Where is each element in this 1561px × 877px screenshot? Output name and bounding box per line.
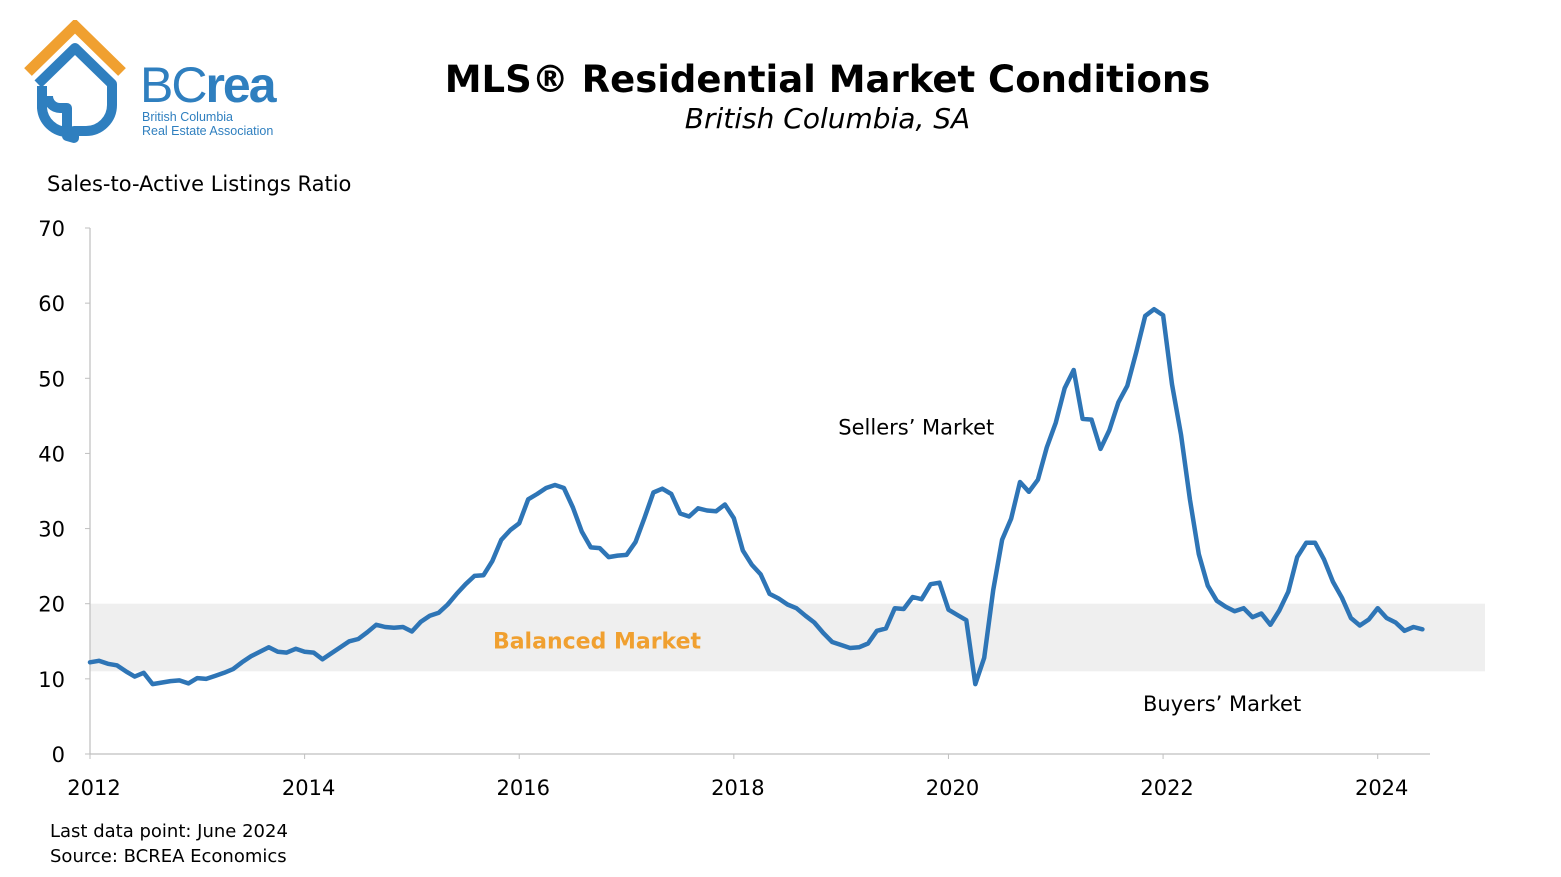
chart-title: MLS® Residential Market Conditions xyxy=(444,58,1211,101)
bcrea-logo: BCrea British Columbia Real Estate Assoc… xyxy=(22,20,312,145)
chart-subtitle: British Columbia, SA xyxy=(684,102,971,135)
roof-orange xyxy=(24,20,126,76)
last-data-note: Last data point: June 2024 xyxy=(50,821,288,842)
logo-rea: rea xyxy=(205,57,276,113)
y-axis-label: Sales-to-Active Listings Ratio xyxy=(47,172,352,196)
y-tick-label: 0 xyxy=(52,743,65,767)
logo-wordmark: BCrea xyxy=(140,57,277,113)
y-tick-label: 60 xyxy=(38,292,65,316)
y-tick-label: 70 xyxy=(38,217,65,241)
house-inner xyxy=(37,86,69,138)
x-tick-label: 2014 xyxy=(282,776,335,800)
y-tick-label: 50 xyxy=(38,367,65,391)
x-tick-label: 2018 xyxy=(711,776,764,800)
logo-bc: BC xyxy=(140,57,207,113)
x-tick-label: 2016 xyxy=(497,776,550,800)
house-blue xyxy=(34,43,117,143)
x-tick-label: 2012 xyxy=(67,776,120,800)
logo-subtitle: British Columbia Real Estate Association xyxy=(142,110,273,138)
y-tick-label: 30 xyxy=(38,518,65,542)
y-tick-label: 20 xyxy=(38,593,65,617)
x-tick-label: 2020 xyxy=(926,776,979,800)
y-tick-label: 10 xyxy=(38,668,65,692)
balanced-market-label: Balanced Market xyxy=(493,630,702,655)
x-tick-label: 2024 xyxy=(1355,776,1408,800)
market-annotation: Buyers’ Market xyxy=(1143,692,1301,716)
logo-line-1: British Columbia xyxy=(142,110,234,124)
logo-line-2: Real Estate Association xyxy=(142,124,274,138)
x-tick-label: 2022 xyxy=(1140,776,1193,800)
house-logo-icon xyxy=(24,20,126,143)
source-note: Source: BCREA Economics xyxy=(50,846,287,867)
sales-to-active-ratio-line xyxy=(87,306,1425,687)
y-tick-label: 40 xyxy=(38,442,65,466)
market-annotation: Sellers’ Market xyxy=(838,416,994,440)
